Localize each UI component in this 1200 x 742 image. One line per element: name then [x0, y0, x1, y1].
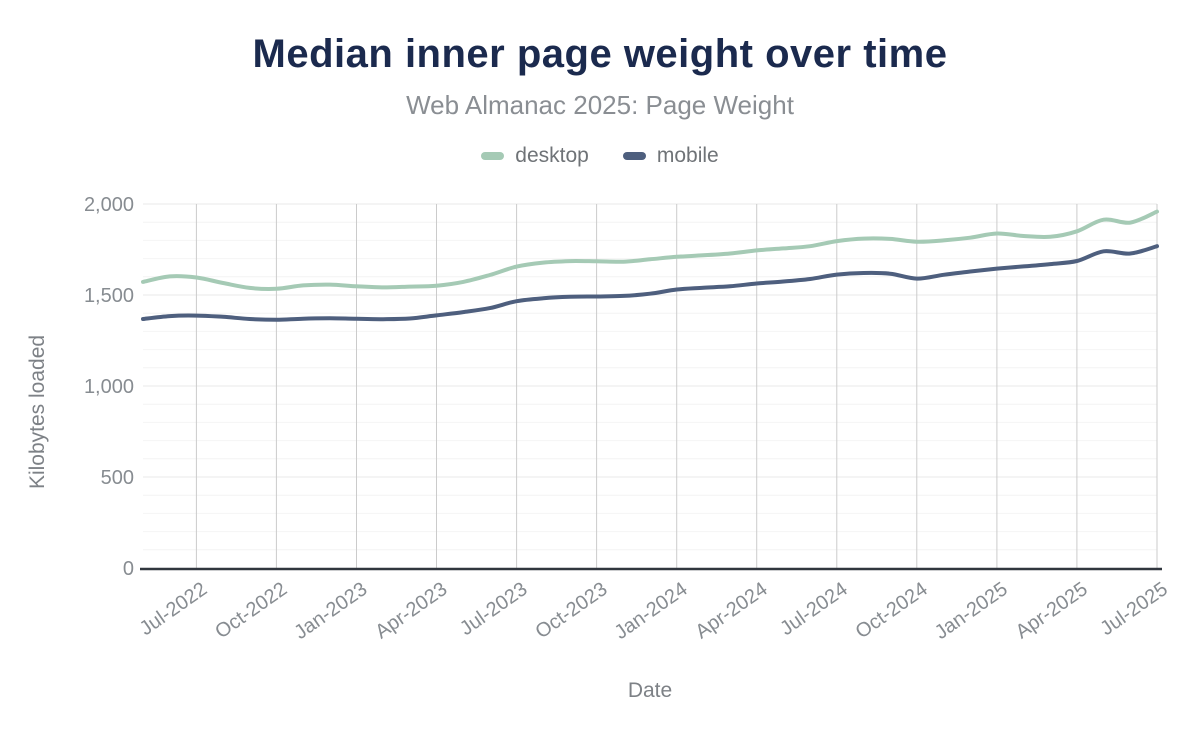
- x-tick-label: Oct-2023: [531, 578, 611, 643]
- x-gridlines: [195, 204, 1158, 568]
- series-line-desktop: [141, 209, 1159, 291]
- x-tick-label: Apr-2024: [692, 578, 772, 643]
- x-tick-label: Oct-2022: [211, 578, 291, 643]
- legend-item-mobile[interactable]: mobile: [622, 144, 719, 168]
- legend-label-desktop: desktop: [515, 144, 589, 167]
- legend-item-desktop[interactable]: desktop: [481, 144, 589, 168]
- chart-subtitle: Web Almanac 2025: Page Weight: [406, 90, 794, 120]
- x-tick-labels: Jul-2022 Oct-2022 Jan-2023 Apr-2023 Jul-2023…: [136, 578, 1172, 644]
- x-tick-label: Apr-2023: [371, 578, 451, 643]
- x-tick-label: Jan-2025: [931, 578, 1012, 644]
- y-tick-label: 1,000: [84, 376, 134, 398]
- y-tick-label: 1,500: [84, 285, 134, 307]
- x-tick-label: Jan-2023: [290, 578, 371, 644]
- chart-title: Median inner page weight over time: [252, 32, 948, 76]
- y-tick-label: 0: [123, 558, 134, 580]
- x-tick-label: Jul-2024: [776, 578, 851, 640]
- x-tick-label: Jul-2023: [456, 578, 531, 640]
- y-minor-gridlines: [143, 221, 1157, 551]
- series-line-mobile: [141, 244, 1159, 322]
- legend-swatch-mobile-icon: [622, 152, 646, 160]
- x-tick-label: Jul-2022: [136, 578, 211, 640]
- x-axis-title: Date: [627, 679, 673, 702]
- y-tick-label: 500: [101, 467, 134, 489]
- x-tick-label: Jan-2024: [611, 578, 692, 644]
- y-tick-labels: 0 500 1,000 1,500 2,000: [84, 194, 134, 580]
- y-tick-label: 2,000: [84, 194, 134, 216]
- legend-swatch-desktop-icon: [481, 152, 505, 160]
- y-major-gridlines: [143, 203, 1157, 478]
- x-tick-label: Apr-2025: [1012, 578, 1092, 643]
- x-tick-label: Jul-2025: [1096, 578, 1171, 640]
- legend-label-mobile: mobile: [656, 144, 719, 167]
- legend: desktop mobile: [0, 144, 1200, 168]
- x-tick-label: Oct-2024: [852, 578, 932, 643]
